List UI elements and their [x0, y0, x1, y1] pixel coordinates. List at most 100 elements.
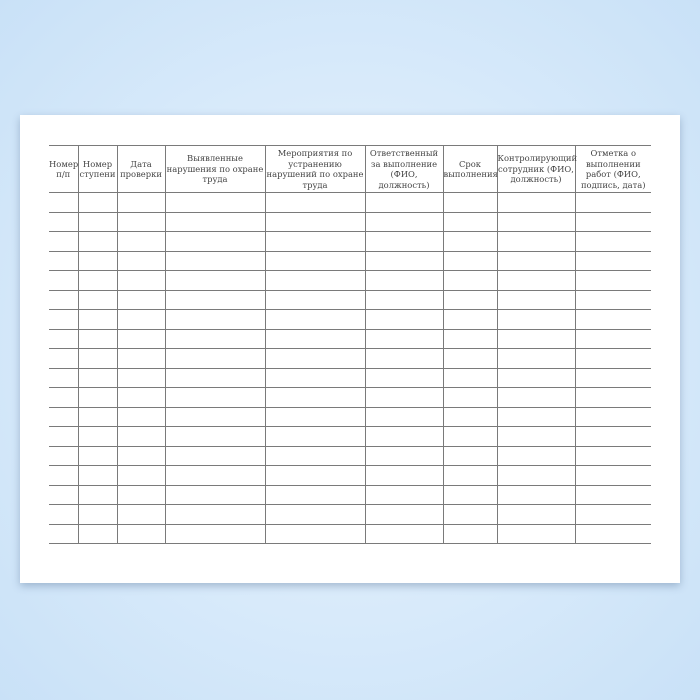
table-cell[interactable] [264, 445, 366, 466]
table-cell[interactable] [164, 426, 266, 447]
table-cell[interactable] [49, 289, 79, 310]
table-cell[interactable] [164, 192, 266, 213]
table-cell[interactable] [574, 192, 651, 213]
table-cell[interactable] [49, 406, 79, 427]
table-cell[interactable] [496, 504, 576, 525]
table-cell[interactable] [164, 406, 266, 427]
table-cell[interactable] [264, 192, 366, 213]
table-cell[interactable] [116, 523, 166, 544]
table-cell[interactable] [364, 328, 444, 349]
table-cell[interactable] [496, 250, 576, 271]
table-cell[interactable] [496, 211, 576, 232]
table-cell[interactable] [49, 309, 79, 330]
table-cell[interactable] [364, 348, 444, 369]
table-cell[interactable] [442, 289, 498, 310]
table-cell[interactable] [164, 348, 266, 369]
table-cell[interactable] [442, 348, 498, 369]
table-cell[interactable] [442, 328, 498, 349]
table-cell[interactable] [364, 211, 444, 232]
table-cell[interactable] [442, 445, 498, 466]
table-cell[interactable] [442, 465, 498, 486]
table-cell[interactable] [164, 484, 266, 505]
table-cell[interactable] [77, 445, 118, 466]
table-cell[interactable] [364, 484, 444, 505]
table-cell[interactable] [496, 192, 576, 213]
table-cell[interactable] [442, 426, 498, 447]
table-cell[interactable] [164, 387, 266, 408]
table-cell[interactable] [364, 504, 444, 525]
table-cell[interactable] [116, 211, 166, 232]
table-cell[interactable] [77, 192, 118, 213]
table-cell[interactable] [364, 367, 444, 388]
table-cell[interactable] [496, 270, 576, 291]
table-cell[interactable] [164, 465, 266, 486]
table-cell[interactable] [264, 250, 366, 271]
table-cell[interactable] [164, 270, 266, 291]
table-cell[interactable] [496, 465, 576, 486]
table-cell[interactable] [442, 231, 498, 252]
table-cell[interactable] [574, 348, 651, 369]
table-cell[interactable] [77, 289, 118, 310]
table-cell[interactable] [496, 445, 576, 466]
table-cell[interactable] [264, 348, 366, 369]
table-cell[interactable] [574, 328, 651, 349]
table-cell[interactable] [164, 445, 266, 466]
table-cell[interactable] [164, 231, 266, 252]
table-cell[interactable] [496, 348, 576, 369]
table-cell[interactable] [496, 231, 576, 252]
table-cell[interactable] [496, 367, 576, 388]
table-cell[interactable] [77, 270, 118, 291]
table-cell[interactable] [49, 465, 79, 486]
table-cell[interactable] [49, 231, 79, 252]
table-cell[interactable] [574, 445, 651, 466]
table-cell[interactable] [574, 367, 651, 388]
table-cell[interactable] [49, 426, 79, 447]
table-cell[interactable] [49, 211, 79, 232]
table-cell[interactable] [164, 523, 266, 544]
table-cell[interactable] [496, 309, 576, 330]
table-cell[interactable] [442, 309, 498, 330]
table-cell[interactable] [77, 484, 118, 505]
table-cell[interactable] [574, 231, 651, 252]
table-cell[interactable] [116, 348, 166, 369]
table-cell[interactable] [116, 289, 166, 310]
table-cell[interactable] [164, 328, 266, 349]
table-cell[interactable] [49, 348, 79, 369]
table-cell[interactable] [49, 445, 79, 466]
table-cell[interactable] [442, 367, 498, 388]
table-cell[interactable] [116, 250, 166, 271]
table-cell[interactable] [77, 250, 118, 271]
table-cell[interactable] [49, 328, 79, 349]
table-cell[interactable] [442, 211, 498, 232]
table-cell[interactable] [574, 484, 651, 505]
table-cell[interactable] [264, 387, 366, 408]
table-cell[interactable] [364, 523, 444, 544]
table-cell[interactable] [116, 445, 166, 466]
table-cell[interactable] [574, 270, 651, 291]
table-cell[interactable] [77, 504, 118, 525]
table-cell[interactable] [116, 406, 166, 427]
table-cell[interactable] [264, 231, 366, 252]
table-cell[interactable] [364, 250, 444, 271]
table-cell[interactable] [264, 523, 366, 544]
table-cell[interactable] [574, 426, 651, 447]
table-cell[interactable] [77, 328, 118, 349]
table-cell[interactable] [496, 387, 576, 408]
table-cell[interactable] [77, 523, 118, 544]
table-cell[interactable] [264, 465, 366, 486]
table-cell[interactable] [442, 406, 498, 427]
table-cell[interactable] [116, 192, 166, 213]
table-cell[interactable] [49, 504, 79, 525]
table-cell[interactable] [116, 328, 166, 349]
table-cell[interactable] [49, 523, 79, 544]
table-cell[interactable] [264, 328, 366, 349]
table-cell[interactable] [77, 465, 118, 486]
table-cell[interactable] [116, 465, 166, 486]
table-cell[interactable] [264, 211, 366, 232]
table-cell[interactable] [442, 523, 498, 544]
table-cell[interactable] [49, 250, 79, 271]
table-cell[interactable] [496, 426, 576, 447]
table-cell[interactable] [364, 426, 444, 447]
table-cell[interactable] [77, 211, 118, 232]
table-cell[interactable] [496, 406, 576, 427]
